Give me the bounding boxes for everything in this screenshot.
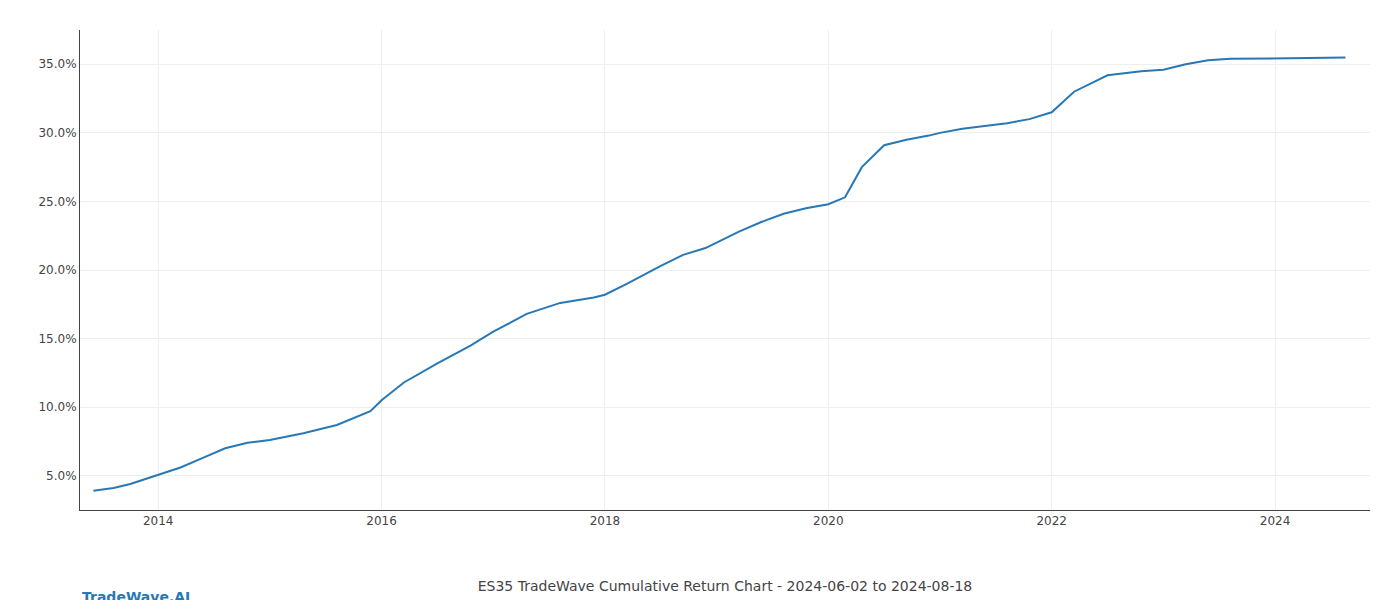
svg-text:2022: 2022 bbox=[1036, 514, 1067, 528]
svg-text:30.0%: 30.0% bbox=[38, 126, 76, 140]
svg-text:2024: 2024 bbox=[1260, 514, 1291, 528]
svg-text:25.0%: 25.0% bbox=[38, 195, 76, 209]
svg-text:35.0%: 35.0% bbox=[38, 57, 76, 71]
svg-text:20.0%: 20.0% bbox=[38, 263, 76, 277]
svg-text:2016: 2016 bbox=[366, 514, 397, 528]
svg-text:ES35 TradeWave Cumulative Retu: ES35 TradeWave Cumulative Return Chart -… bbox=[478, 578, 973, 594]
svg-text:15.0%: 15.0% bbox=[38, 332, 76, 346]
svg-text:2014: 2014 bbox=[143, 514, 174, 528]
svg-text:10.0%: 10.0% bbox=[38, 400, 76, 414]
svg-text:2020: 2020 bbox=[813, 514, 844, 528]
svg-text:5.0%: 5.0% bbox=[46, 469, 77, 483]
svg-text:2018: 2018 bbox=[590, 514, 621, 528]
svg-text:TradeWave.AI: TradeWave.AI bbox=[82, 589, 190, 600]
